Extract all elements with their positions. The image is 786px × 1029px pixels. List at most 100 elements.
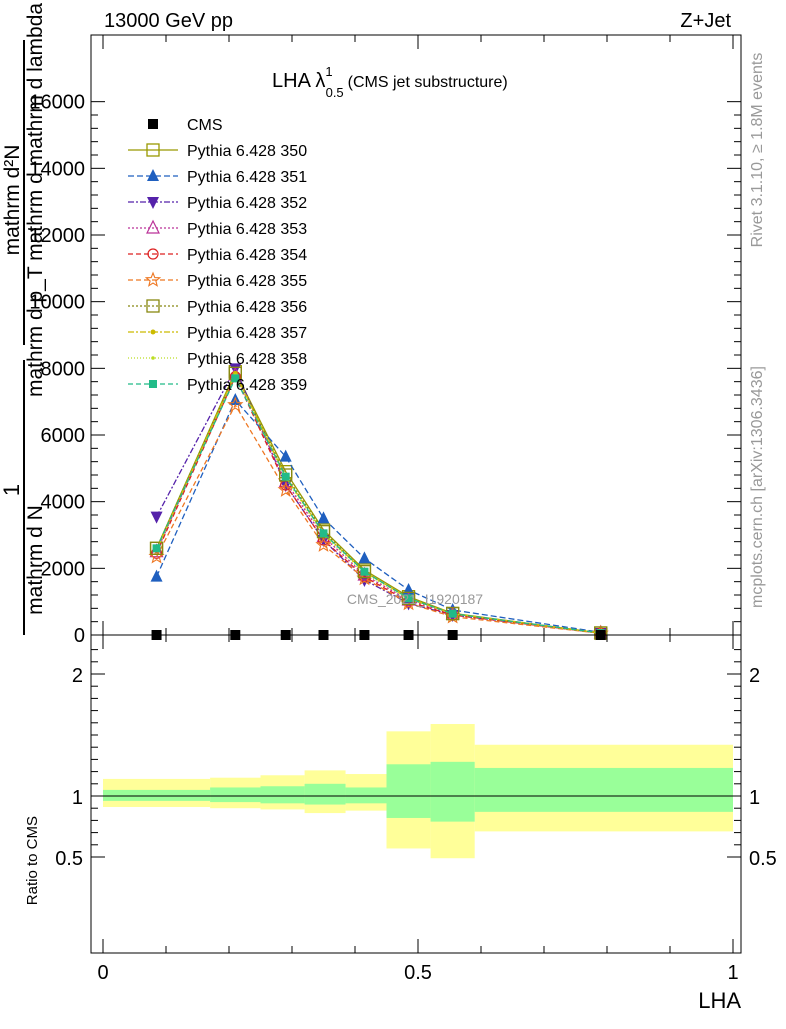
- legend-entry: Pythia 6.428 355: [187, 273, 307, 290]
- series-point-p356: [401, 591, 416, 605]
- energy-label: 13000 GeV pp: [104, 10, 233, 32]
- legend-entry: Pythia 6.428 352: [187, 195, 307, 212]
- process-label: Z+Jet: [680, 10, 731, 32]
- legend-entry: Pythia 6.428 358: [187, 351, 307, 368]
- series-line-p358: [156, 373, 601, 634]
- ratio-ytick-label-left: 1: [72, 787, 83, 809]
- ratio-band-inner: [345, 787, 387, 804]
- legend-entry: Pythia 6.428 356: [187, 299, 307, 316]
- series-point-p355: [277, 481, 294, 497]
- ratio-band-inner: [260, 786, 305, 804]
- series-point-p356: [149, 541, 164, 555]
- ratio-band-inner: [210, 787, 261, 803]
- ratio-band-inner: [304, 783, 346, 805]
- legend: CMS Pythia 6.428 350 Pythia 6.428 351 Pythi…: [128, 117, 307, 394]
- series-point-p356: [279, 468, 293, 482]
- main-ytick-label: 2000: [41, 558, 86, 580]
- series-point-p356: [357, 565, 372, 579]
- ylabel-numerator-1: 1: [0, 484, 24, 496]
- series-point-p356: [445, 607, 460, 621]
- series-line-p354: [156, 375, 601, 634]
- main-ytick-label: 6000: [41, 425, 86, 447]
- series-point-p359: [152, 544, 161, 553]
- legend-marker-p358: [151, 356, 155, 360]
- series-point-p351: [358, 551, 371, 564]
- ratio-ytick-label-left: 0.5: [55, 848, 83, 870]
- legend-entry: Pythia 6.428 357: [187, 325, 307, 342]
- series-point-p359: [448, 609, 457, 618]
- rivet-credit: Rivet 3.1.10, ≥ 1.8M events: [749, 53, 766, 248]
- series-point-p359: [319, 529, 328, 538]
- series-point-p356: [316, 525, 331, 539]
- main-ytick-label: 0: [74, 625, 85, 647]
- legend-marker-p350: [146, 143, 160, 157]
- legend-marker-p359: [149, 380, 157, 388]
- legend-entry: Pythia 6.428 350: [187, 143, 307, 160]
- series-point-p355: [400, 594, 417, 611]
- analysis-watermark: CMS_2021_I1920187: [347, 591, 483, 607]
- series-point-p359: [231, 374, 240, 383]
- ratio-ytick-label-right: 0.5: [749, 848, 777, 870]
- main-ytick-label: 8000: [41, 358, 86, 380]
- ratio-xtick-label: 1: [727, 962, 738, 984]
- ratio-xtick-label: 0: [97, 962, 108, 984]
- series-point-p355: [315, 536, 332, 552]
- legend-entry: Pythia 6.428 359: [187, 377, 307, 394]
- ratio-ytick-label-right: 2: [749, 665, 760, 687]
- main-ytick-label: 14000: [29, 158, 85, 180]
- ratio-band-inner: [386, 764, 431, 818]
- ratio-ytick-label-left: 2: [72, 665, 83, 687]
- main-ytick-label: 10000: [29, 292, 85, 314]
- ratio-band-inner: [474, 767, 733, 812]
- legend-entry: Pythia 6.428 351: [187, 169, 307, 186]
- series-line-p359: [156, 376, 601, 634]
- ratio-axis-ticks: 0.5 0.5 1 1 2 2 0 0.5 1: [55, 635, 777, 984]
- series-point-p351: [150, 569, 163, 582]
- title-sub: 0.5: [326, 85, 344, 100]
- series-line-p351: [156, 398, 601, 633]
- series-point-p355: [356, 569, 373, 586]
- legend-marker-p353: [146, 219, 160, 234]
- x-axis-label: LHA: [698, 988, 741, 1013]
- ratio-band-inner: [103, 789, 211, 801]
- main-ytick-label: 4000: [41, 492, 86, 514]
- ylabel-numerator-2: mathrm d²N: [1, 145, 24, 256]
- legend-marker-p357: [150, 329, 156, 335]
- series-line-p355: [156, 403, 601, 634]
- mcplots-credit: mcplots.cern.ch [arXiv:1306.3436]: [749, 366, 766, 608]
- legend-marker-p352: [147, 197, 159, 209]
- ratio-panel-frame: [90, 634, 742, 954]
- ylabel-denominator-2: mathrm d p_T mathrm d mathrm d lambda: [24, 3, 47, 397]
- series-point-p351: [279, 449, 292, 462]
- legend-marker-p351: [147, 169, 159, 181]
- series-point-p359: [404, 594, 413, 603]
- series-point-p359: [360, 567, 369, 576]
- ratio-band-inner: [430, 761, 475, 822]
- legend-marker-cms: [148, 119, 158, 129]
- main-axis-ticks: 0 2000 4000 6000 8000 10000 12000 14000 16000: [29, 35, 741, 647]
- ratio-xtick-label: 0.5: [404, 962, 432, 984]
- series-point-p355: [227, 396, 244, 412]
- ratio-bands: [91, 724, 741, 859]
- legend-marker-p356: [146, 299, 160, 313]
- title-note: (CMS jet substructure): [348, 74, 508, 91]
- ratio-ytick-label-right: 1: [749, 787, 760, 809]
- series-point-p351: [317, 511, 330, 524]
- main-ytick-label: 16000: [29, 92, 85, 114]
- series-point-p352: [150, 511, 163, 524]
- series-line-p353: [156, 373, 601, 634]
- series-point-p359: [281, 472, 290, 481]
- legend-marker-p354: [147, 248, 159, 260]
- legend-marker-p355: [144, 271, 162, 287]
- plot-title: LHA λ1 0.5 (CMS jet substructure): [272, 64, 508, 100]
- legend-entry: CMS: [187, 117, 223, 134]
- ratio-y-label: Ratio to CMS: [24, 816, 41, 905]
- title-main: LHA λ: [272, 70, 325, 92]
- main-y-label: 1 mathrm d N mathrm d²N mathrm d p_T mat…: [0, 3, 47, 635]
- legend-entry: Pythia 6.428 353: [187, 221, 307, 238]
- ylabel-denominator-1: mathrm d N: [24, 505, 47, 615]
- main-ytick-label: 12000: [29, 225, 85, 247]
- legend-entry: Pythia 6.428 354: [187, 247, 307, 264]
